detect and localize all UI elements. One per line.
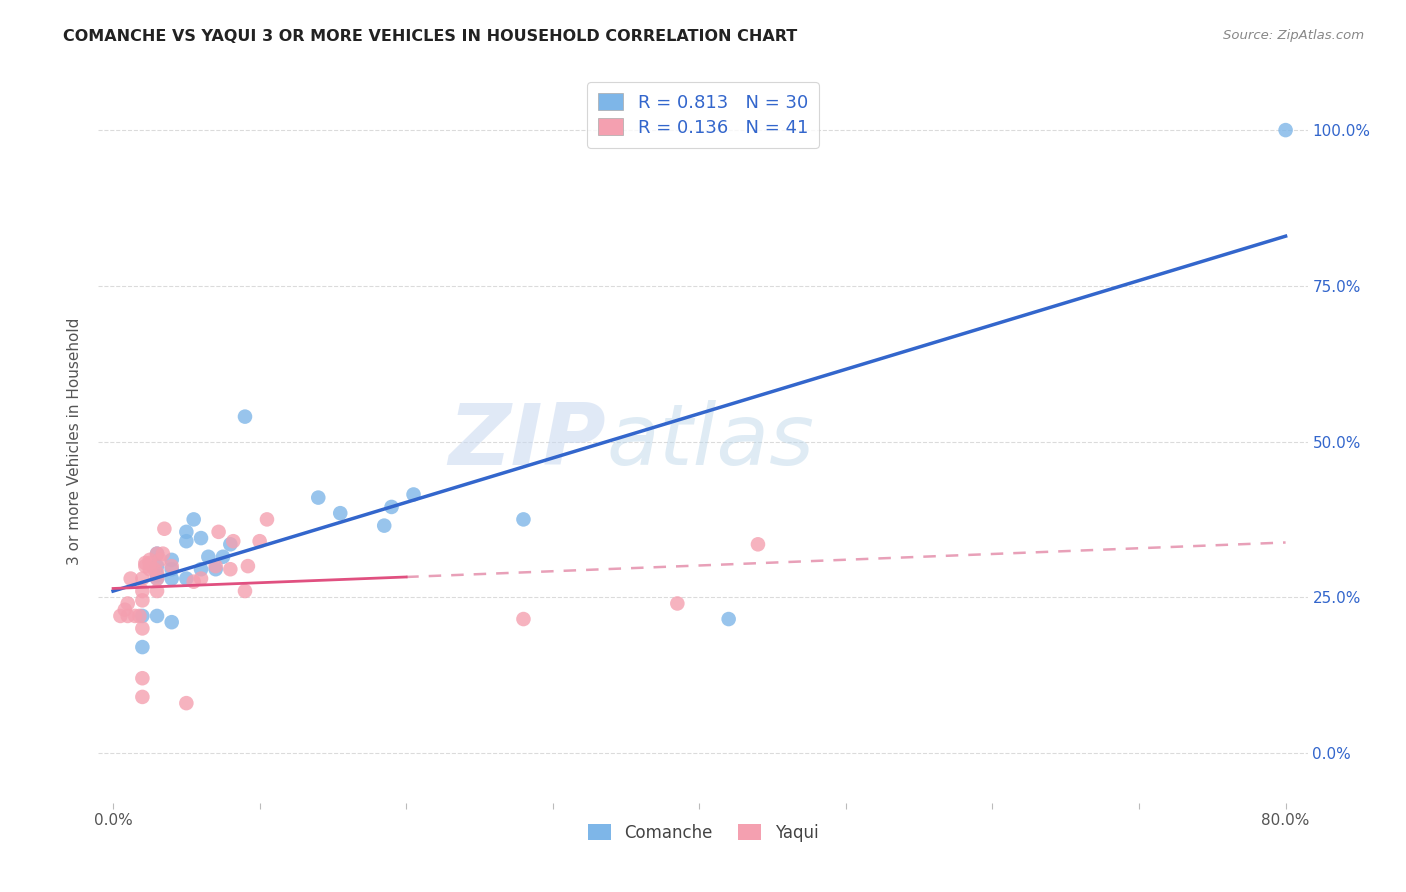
Text: Source: ZipAtlas.com: Source: ZipAtlas.com xyxy=(1223,29,1364,42)
Point xyxy=(666,597,689,611)
Point xyxy=(110,609,132,624)
Text: atlas: atlas xyxy=(606,400,814,483)
Point xyxy=(176,524,198,539)
Point xyxy=(146,547,169,561)
Point xyxy=(124,609,146,624)
Point xyxy=(160,572,183,586)
Y-axis label: 3 or more Vehicles in Household: 3 or more Vehicles in Household xyxy=(67,318,83,566)
Point xyxy=(204,562,226,576)
Point xyxy=(146,572,169,586)
Point xyxy=(176,696,198,710)
Point xyxy=(183,512,205,526)
Point xyxy=(152,547,174,561)
Point xyxy=(207,524,229,539)
Point xyxy=(512,612,534,626)
Point xyxy=(146,566,169,580)
Point xyxy=(138,562,160,576)
Point xyxy=(747,537,769,551)
Point xyxy=(153,522,176,536)
Point xyxy=(402,487,425,501)
Point xyxy=(160,553,183,567)
Point xyxy=(512,512,534,526)
Point xyxy=(160,615,183,630)
Point xyxy=(176,534,198,549)
Point xyxy=(131,640,153,654)
Point xyxy=(233,584,256,599)
Point xyxy=(380,500,402,514)
Point xyxy=(131,690,153,704)
Point xyxy=(183,574,205,589)
Point xyxy=(131,572,153,586)
Point xyxy=(373,518,395,533)
Text: COMANCHE VS YAQUI 3 OR MORE VEHICLES IN HOUSEHOLD CORRELATION CHART: COMANCHE VS YAQUI 3 OR MORE VEHICLES IN … xyxy=(63,29,797,44)
Point xyxy=(219,537,242,551)
Point xyxy=(146,568,169,582)
Point xyxy=(236,559,259,574)
Point xyxy=(138,553,160,567)
Point xyxy=(120,572,142,586)
Point xyxy=(149,553,172,567)
Point xyxy=(143,562,166,576)
Point xyxy=(233,409,256,424)
Point xyxy=(307,491,329,505)
Point xyxy=(131,584,153,599)
Point xyxy=(146,609,169,624)
Point xyxy=(222,534,245,549)
Point xyxy=(1274,123,1296,137)
Point xyxy=(117,609,139,624)
Point xyxy=(197,549,219,564)
Point xyxy=(146,559,169,574)
Point xyxy=(146,584,169,599)
Point xyxy=(190,572,212,586)
Point xyxy=(717,612,740,626)
Point xyxy=(114,603,136,617)
Point xyxy=(176,572,198,586)
Legend: Comanche, Yaqui: Comanche, Yaqui xyxy=(581,817,825,848)
Point xyxy=(131,593,153,607)
Point xyxy=(146,572,169,586)
Point xyxy=(219,562,242,576)
Point xyxy=(134,556,156,570)
Point xyxy=(212,549,235,564)
Point xyxy=(146,547,169,561)
Point xyxy=(160,562,183,576)
Point xyxy=(329,506,352,520)
Text: ZIP: ZIP xyxy=(449,400,606,483)
Point xyxy=(128,609,150,624)
Point xyxy=(131,671,153,685)
Point xyxy=(249,534,271,549)
Point xyxy=(134,559,156,574)
Point xyxy=(190,562,212,576)
Point xyxy=(204,559,226,574)
Point xyxy=(131,621,153,635)
Point xyxy=(190,531,212,545)
Point xyxy=(131,609,153,624)
Point xyxy=(160,559,183,574)
Point xyxy=(256,512,278,526)
Point xyxy=(138,556,160,570)
Point xyxy=(117,597,139,611)
